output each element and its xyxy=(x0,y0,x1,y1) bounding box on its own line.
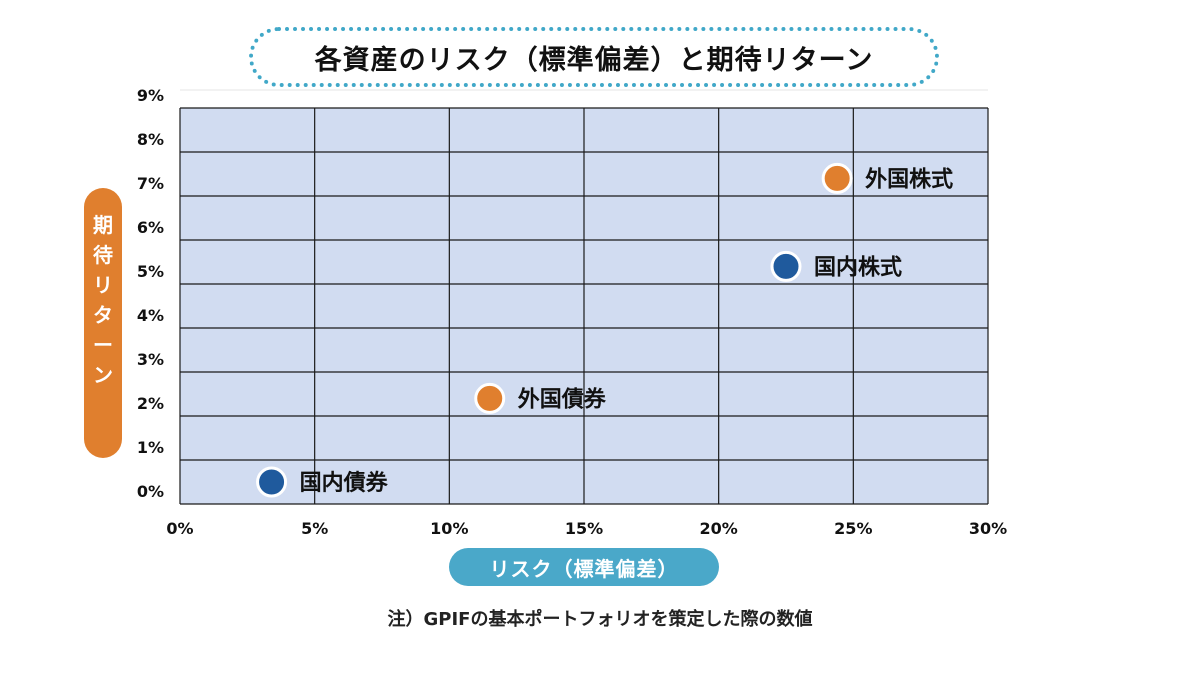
data-point-label: 外国債券 xyxy=(518,386,607,412)
x-tick-label: 15% xyxy=(565,519,603,538)
y-tick-label: 0% xyxy=(137,482,164,501)
data-point xyxy=(256,466,288,498)
y-tick-label: 4% xyxy=(137,306,164,325)
data-point xyxy=(770,250,802,282)
footnote: 注）GPIFの基本ポートフォリオを策定した際の数値 xyxy=(387,609,813,630)
plot-top-margin xyxy=(180,90,988,108)
y-tick-label: 2% xyxy=(137,394,164,413)
data-point-label: 外国株式 xyxy=(865,166,953,192)
x-tick-label: 5% xyxy=(301,519,328,538)
y-tick-label: 1% xyxy=(137,438,164,457)
x-tick-label: 0% xyxy=(166,519,193,538)
x-tick-label: 30% xyxy=(969,519,1007,538)
y-tick-label: 3% xyxy=(137,350,164,369)
y-tick-label: 9% xyxy=(137,86,164,105)
x-tick-label: 25% xyxy=(834,519,872,538)
x-axis-label: リスク（標準偏差） xyxy=(449,548,719,586)
data-point-label: 国内債券 xyxy=(300,470,389,496)
data-point xyxy=(474,382,506,414)
y-tick-label: 7% xyxy=(137,174,164,193)
y-axis-label: 期待リターン xyxy=(84,188,122,458)
y-tick-label: 5% xyxy=(137,262,164,281)
x-tick-label: 10% xyxy=(430,519,468,538)
chart-title: 各資産のリスク（標準偏差）と期待リターン xyxy=(249,27,939,87)
data-point xyxy=(821,162,853,194)
y-tick-label: 8% xyxy=(137,130,164,149)
data-point-label: 国内株式 xyxy=(814,255,902,280)
x-tick-label: 20% xyxy=(700,519,738,538)
y-tick-label: 6% xyxy=(137,218,164,237)
